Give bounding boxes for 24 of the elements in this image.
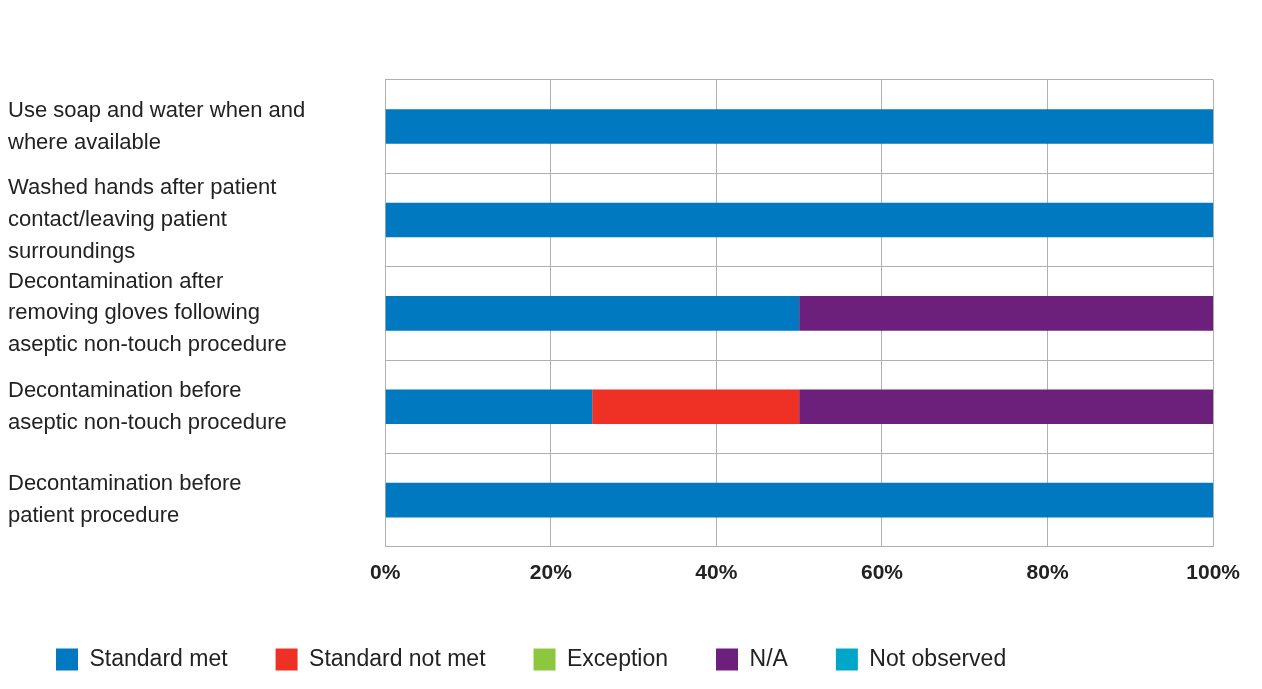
legend-label: Not observed bbox=[869, 644, 1007, 671]
bar bbox=[385, 296, 800, 331]
y-tick-label: Use soap and water when and where available bbox=[7, 96, 306, 154]
x-tick-label: 0% bbox=[370, 560, 401, 584]
bar bbox=[385, 389, 593, 425]
legend-label: Exception bbox=[567, 644, 669, 671]
bar bbox=[385, 482, 1214, 518]
x-tick-label: 80% bbox=[1026, 560, 1069, 584]
legend-label: Standard not met bbox=[309, 644, 487, 671]
y-tick-label: Decontamination before aseptic non-touch procedure bbox=[8, 376, 287, 434]
bar bbox=[592, 389, 800, 425]
legend-label: N/A bbox=[749, 644, 789, 671]
legend-label: Standard met bbox=[89, 644, 229, 671]
x-tick-label: 20% bbox=[529, 560, 573, 584]
bar bbox=[385, 109, 1214, 144]
y-tick-label: Washed hands after patient contact/leaving patient surroundings bbox=[8, 174, 277, 263]
x-tick-label: 40% bbox=[695, 560, 738, 584]
bar bbox=[799, 389, 1214, 425]
y-tick-label: Decontamination after removing gloves following aseptic non-touch procedure bbox=[8, 267, 287, 357]
x-tick-label: 60% bbox=[860, 560, 904, 584]
y-tick-label: Decontamination before patient procedure bbox=[8, 470, 242, 528]
bar bbox=[799, 296, 1214, 331]
bar bbox=[385, 202, 1214, 238]
x-tick-label: 100% bbox=[1186, 560, 1241, 584]
